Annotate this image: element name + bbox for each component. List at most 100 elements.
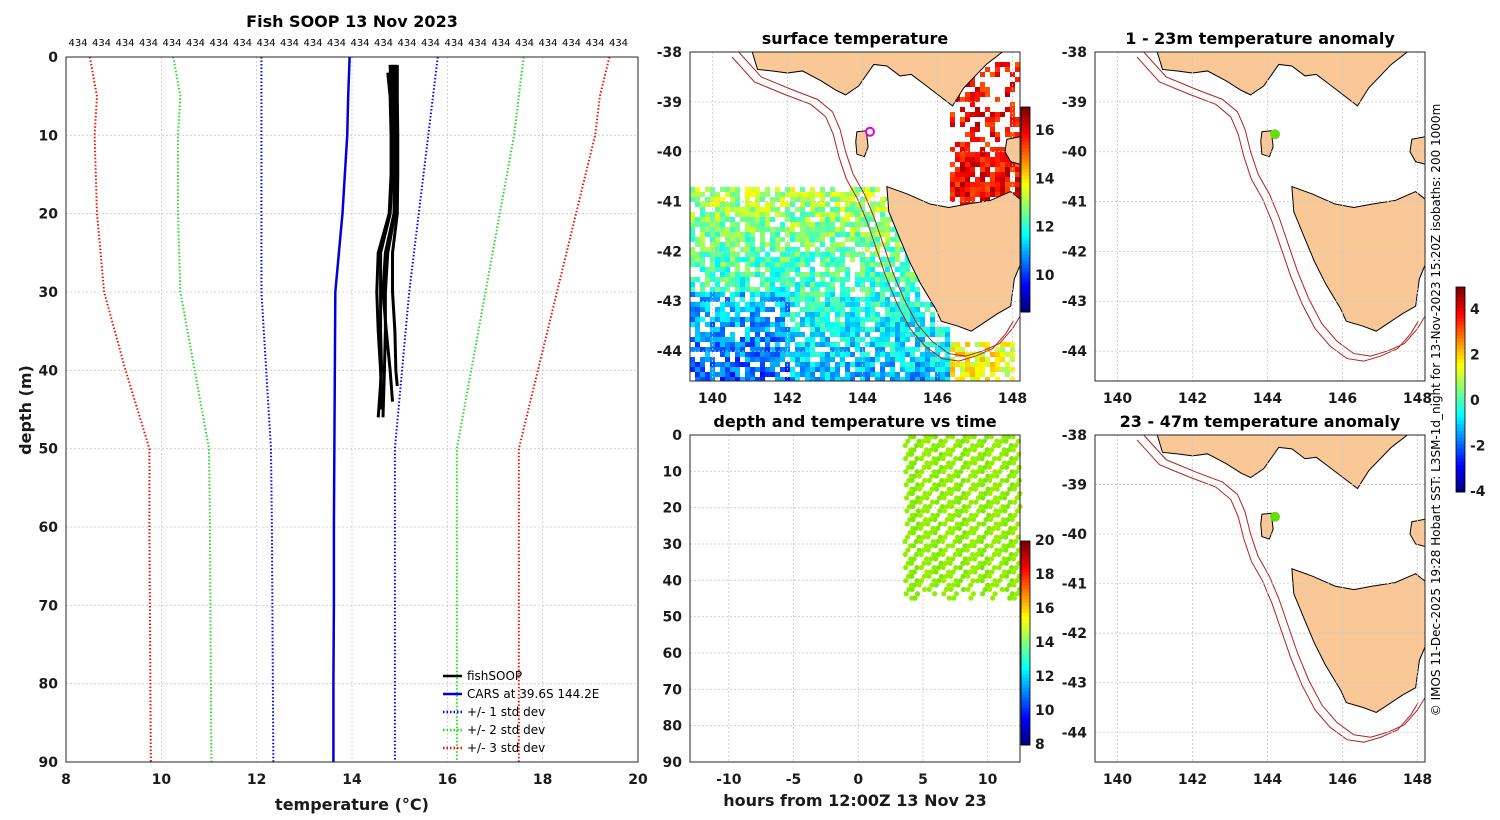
sst-pixel	[860, 372, 865, 377]
sst-pixel	[750, 327, 755, 332]
sst-pixel	[715, 372, 720, 377]
sst-pixel	[840, 242, 845, 247]
sst-pixel	[995, 62, 1000, 67]
sst-pixel	[880, 342, 885, 347]
sst-pixel	[875, 282, 880, 287]
dt-sample-point	[933, 582, 939, 588]
dt-colorbar-segment	[1021, 626, 1030, 630]
sst-pixel	[835, 217, 840, 222]
sst-pixel	[840, 312, 845, 317]
isobath-200m	[1143, 435, 1425, 738]
sst-pixel	[815, 297, 820, 302]
sst-pixel	[745, 372, 750, 377]
sst-pixel	[900, 297, 905, 302]
sst-pixel	[990, 177, 995, 182]
sst-pixel	[715, 212, 720, 217]
map-xtick-label: 146	[923, 391, 952, 407]
dt-sample-point	[961, 517, 968, 523]
sst-pixel	[800, 352, 805, 357]
sst-pixel	[885, 282, 890, 287]
sst-pixel	[815, 202, 820, 207]
sst-pixel	[860, 237, 865, 242]
sst-pixel	[720, 342, 725, 347]
sst-pixel	[785, 292, 790, 297]
sst-pixel	[830, 242, 835, 247]
dt-sample-point	[914, 482, 921, 488]
sst-pixel	[955, 172, 960, 177]
sst-pixel	[875, 372, 880, 377]
sst-pixel	[915, 312, 920, 317]
sst-pixel	[730, 252, 735, 257]
sst-pixel	[965, 342, 970, 347]
sst-pixel	[890, 357, 895, 362]
sst-pixel	[965, 372, 970, 377]
dt-sample-point	[905, 438, 911, 444]
sst-pixel	[770, 357, 775, 362]
sst-pixel	[1010, 117, 1015, 122]
dt-sample-point	[985, 486, 991, 492]
dt-sample-point	[990, 499, 996, 505]
sst-pixel	[720, 267, 725, 272]
sst-pixel	[980, 342, 985, 347]
dt-sample-point	[1010, 530, 1016, 536]
sst-pixel	[985, 197, 990, 202]
sst-pixel	[840, 287, 845, 292]
sst-colorbar-segment	[1021, 144, 1030, 149]
sst-pixel	[930, 312, 935, 317]
sst-colorbar-segment	[1021, 226, 1030, 231]
sst-pixel	[750, 272, 755, 277]
sst-pixel	[735, 277, 740, 282]
dt-sample-point	[1003, 573, 1010, 579]
dt-sample-point	[958, 495, 964, 501]
sst-pixel	[870, 267, 875, 272]
sst-pixel	[875, 252, 880, 257]
sst-pixel	[905, 362, 910, 367]
dt-sample-point	[979, 578, 985, 584]
sst-pixel	[805, 197, 810, 202]
dt-colorbar-segment	[1021, 670, 1030, 675]
dt-sample-point	[965, 586, 971, 593]
sst-pixel	[905, 302, 910, 307]
sst-pixel	[795, 327, 800, 332]
sst-pixel	[840, 207, 845, 212]
sst-pixel	[1015, 162, 1020, 167]
sst-pixel	[715, 267, 720, 272]
sst-pixel	[900, 317, 905, 322]
sst-pixel	[705, 377, 710, 381]
sst-pixel	[990, 157, 995, 162]
depth-time-panel: depth and temperature vs time -10 -5 0 5 100…	[663, 412, 1055, 810]
sst-pixel	[745, 202, 750, 207]
sst-pixel	[905, 352, 910, 357]
sst-pixel	[845, 372, 850, 377]
sst-pixel	[695, 252, 700, 257]
sst-pixel	[735, 227, 740, 232]
dt-sample-point	[997, 495, 1003, 501]
dt-sample-point	[1002, 521, 1008, 527]
anomaly-colorbar-segment	[1456, 433, 1465, 438]
sst-pixel	[825, 297, 830, 302]
sst-pixel	[760, 277, 765, 282]
sst-pixel	[745, 337, 750, 342]
profile-xtick-label: 10	[152, 772, 172, 788]
sst-pixel	[770, 232, 775, 237]
sst-pixel	[700, 292, 705, 297]
sst-pixel	[1000, 367, 1005, 372]
sst-colorbar-segment	[1021, 243, 1030, 248]
dt-sample-point	[997, 482, 1003, 488]
sst-pixel	[875, 202, 880, 207]
dt-sample-point	[946, 486, 952, 492]
sst-pixel	[770, 272, 775, 277]
sst-pixel	[790, 317, 795, 322]
sst-pixel	[805, 362, 810, 367]
dt-sample-point	[943, 464, 949, 470]
sst-pixel	[810, 312, 815, 317]
dt-sample-point	[914, 578, 920, 584]
sst-pixel	[845, 272, 850, 277]
anomaly-colorbar-segment	[1456, 300, 1465, 305]
sst-pixel	[755, 317, 760, 322]
sst-pixel	[825, 282, 830, 287]
anomaly-colorbar-segment	[1456, 416, 1465, 421]
dt-colorbar-segment	[1021, 554, 1030, 559]
sst-pixel	[885, 332, 890, 337]
anomaly-colorbar-segment	[1456, 399, 1465, 404]
